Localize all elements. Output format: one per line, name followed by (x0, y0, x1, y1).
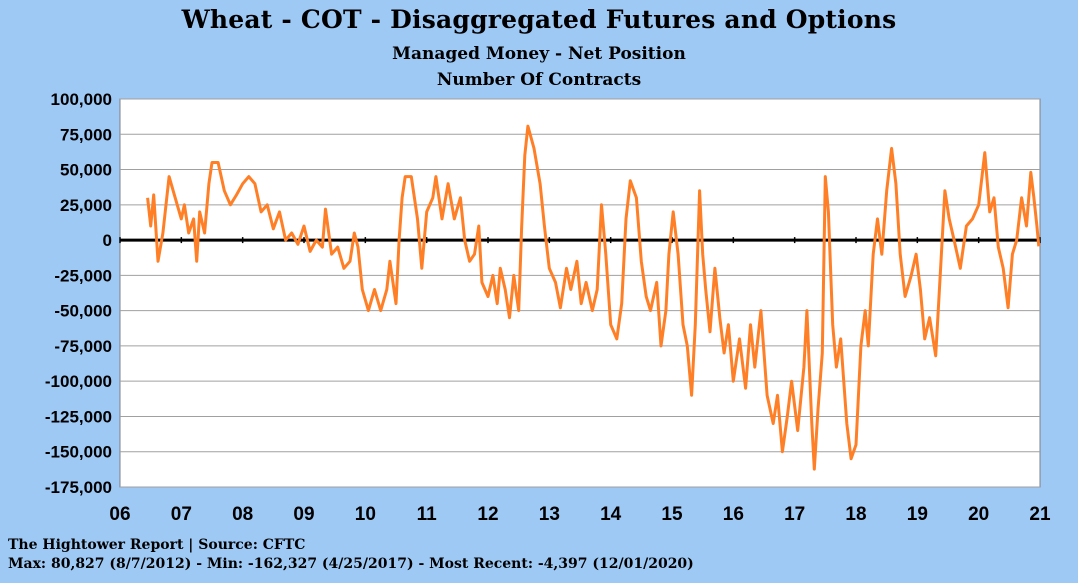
chart-subtitle-1: Managed Money - Net Position (392, 44, 686, 64)
x-tick-label: 15 (661, 504, 683, 525)
chart-title: Wheat - COT - Disaggregated Futures and … (181, 5, 897, 34)
y-tick-label: 50,000 (60, 161, 112, 180)
y-tick-label: 0 (103, 231, 112, 250)
y-tick-label: 100,000 (51, 90, 112, 109)
x-tick-label: 08 (232, 504, 253, 525)
x-tick-label: 19 (907, 504, 928, 525)
y-tick-label: 75,000 (60, 125, 112, 144)
stats-note: Max: 80,827 (8/7/2012) - Min: -162,327 (… (8, 556, 694, 572)
y-tick-label: -25,000 (54, 266, 112, 285)
x-tick-label: 13 (539, 504, 560, 525)
x-axis: 06 07 08 09 10 11 12 13 14 15 16 17 18 19 20 21 (109, 237, 1051, 525)
y-tick-label: -50,000 (54, 302, 112, 321)
gridlines (120, 98, 1040, 488)
x-tick-label: 18 (845, 504, 866, 525)
x-tick-label: 16 (723, 504, 744, 525)
y-tick-label: -75,000 (54, 337, 112, 356)
series-line-net-position (146, 124, 1041, 471)
x-tick-label: 07 (171, 504, 192, 525)
x-tick-label: 17 (784, 504, 805, 525)
source-note: The Hightower Report | Source: CFTC (8, 537, 306, 553)
y-tick-label: -150,000 (45, 443, 112, 462)
chart-subtitle-2: Number Of Contracts (436, 70, 642, 90)
y-axis: 100,000 75,000 50,000 25,000 0 -25,000 -50,000… (45, 90, 112, 497)
y-tick-label: -125,000 (45, 407, 112, 426)
x-tick-label: 12 (477, 504, 498, 525)
x-tick-label: 11 (417, 504, 438, 525)
y-tick-label: 25,000 (60, 196, 112, 215)
x-tick-label: 14 (600, 504, 622, 525)
x-tick-label: 20 (968, 504, 989, 525)
y-tick-label: -175,000 (45, 478, 112, 497)
x-tick-label: 21 (1029, 504, 1051, 525)
x-tick-label: 09 (293, 504, 314, 525)
x-tick-label: 10 (355, 504, 376, 525)
y-tick-label: -100,000 (45, 372, 112, 391)
x-tick-label: 06 (109, 504, 130, 525)
